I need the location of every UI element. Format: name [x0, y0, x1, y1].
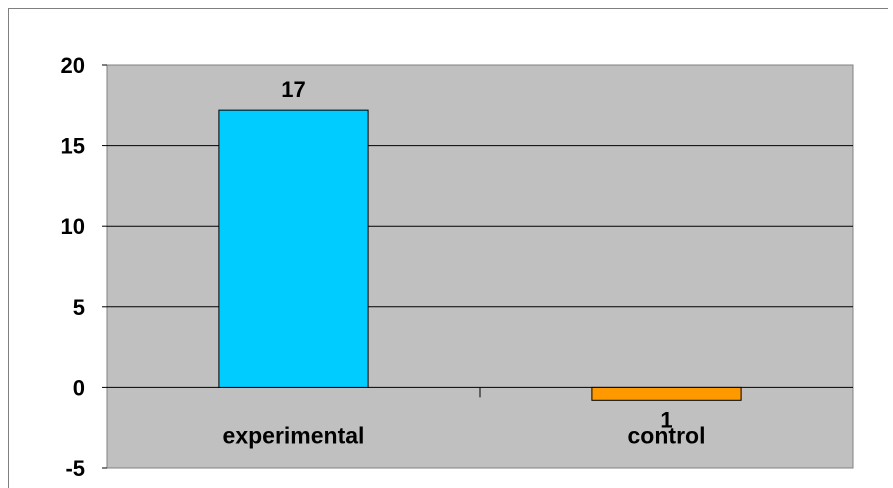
- y-tick-label: 0: [73, 375, 85, 400]
- x-axis-category-labels: experimental control: [223, 422, 706, 448]
- data-label: 17: [281, 77, 305, 102]
- y-tick-label: 20: [61, 53, 85, 78]
- x-category-label: experimental: [223, 422, 365, 448]
- bar: [218, 109, 369, 388]
- y-tick-label: 10: [61, 214, 85, 239]
- y-tick-label: 5: [73, 295, 85, 320]
- chart-frame: [8, 8, 888, 488]
- x-category-label: control: [628, 422, 706, 448]
- data-labels: 17 1: [281, 77, 672, 432]
- y-tick-label: 15: [61, 134, 85, 159]
- y-tick-label: -5: [65, 456, 85, 481]
- bar: [591, 386, 742, 401]
- y-axis-tick-labels: -5 0 5 10 15 20: [61, 53, 85, 481]
- data-label: 1: [660, 407, 672, 432]
- bars: [218, 109, 742, 401]
